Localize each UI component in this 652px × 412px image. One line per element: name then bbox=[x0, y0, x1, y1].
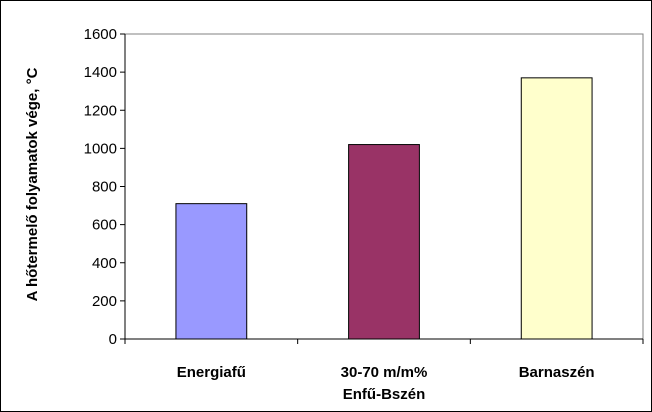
y-tick-labels: 0 200 400 600 800 1000 1200 1400 1600 bbox=[84, 26, 117, 348]
y-tick-label: 400 bbox=[92, 255, 117, 272]
y-tick-label: 1600 bbox=[84, 26, 117, 43]
bar bbox=[520, 77, 593, 340]
y-tick-label: 800 bbox=[92, 179, 117, 196]
x-category-label: Energiafű bbox=[177, 364, 246, 381]
x-category-label: Barnaszén bbox=[519, 364, 595, 381]
y-axis bbox=[120, 33, 126, 340]
x-axis bbox=[124, 338, 644, 344]
y-tick-label: 1400 bbox=[84, 64, 117, 81]
bar bbox=[348, 144, 420, 340]
y-tick-label: 200 bbox=[92, 293, 117, 310]
x-category-label: Enfű-Bszén bbox=[343, 386, 426, 403]
y-tick-label: 1000 bbox=[84, 140, 117, 157]
y-axis-title: A hőtermelő folyamatok vége, °C bbox=[24, 67, 41, 301]
y-tick-label: 0 bbox=[109, 331, 117, 348]
y-tick-label: 600 bbox=[92, 217, 117, 234]
y-tick-label: 1200 bbox=[84, 102, 117, 119]
x-category-label: 30-70 m/m% bbox=[341, 364, 428, 381]
x-category-labels: Energiafű 30-70 m/m% Enfű-Bszén Barnaszén bbox=[177, 364, 595, 403]
bars bbox=[175, 77, 593, 340]
bar bbox=[175, 203, 248, 340]
